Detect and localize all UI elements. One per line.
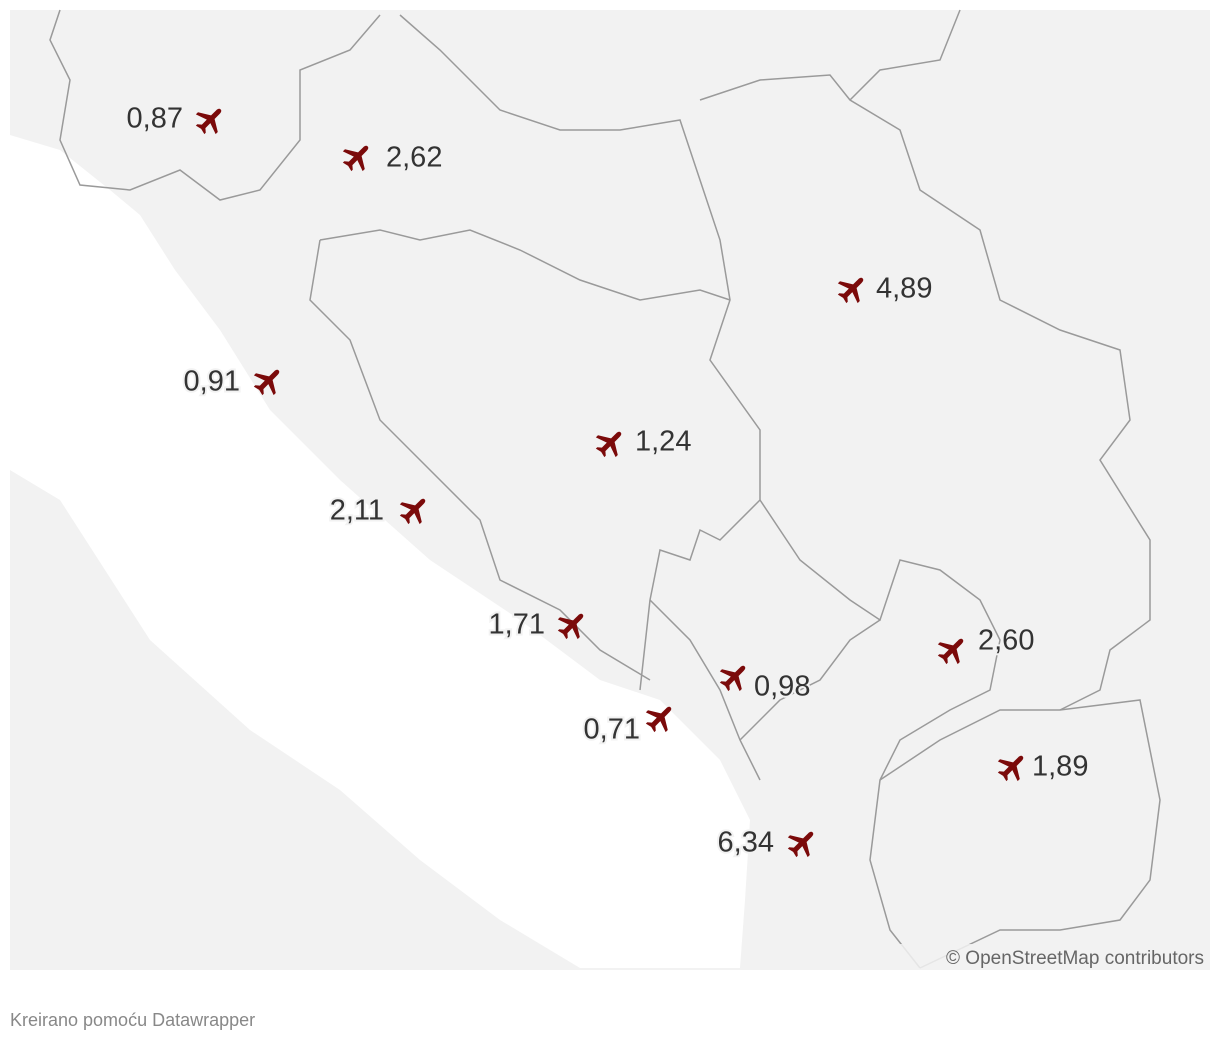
airport-marker: 1,89 [996, 749, 1090, 785]
airport-marker: 2,11 [328, 493, 430, 529]
airport-marker: 0,98 [718, 661, 812, 705]
map: 0,87 2,62 4,89 0,91 1,24 2,11 1,71 2,60 … [10, 9, 1210, 970]
marker-label: 1,89 [1032, 751, 1088, 783]
sea [10, 135, 750, 968]
marker-label: 1,24 [635, 426, 691, 458]
marker-label: 0,91 [184, 366, 240, 398]
airport-marker: 6,34 [716, 825, 818, 861]
marker-label: 2,60 [978, 625, 1034, 657]
marker-label: 2,62 [386, 142, 442, 174]
marker-label: 0,71 [584, 714, 640, 746]
marker-label: 4,89 [876, 273, 932, 305]
marker-label: 2,11 [330, 495, 384, 527]
airport-marker: 4,89 [836, 271, 934, 307]
airport-marker: 1,24 [594, 424, 693, 460]
marker-label: 0,98 [754, 671, 810, 703]
airport-marker: 2,60 [936, 623, 1036, 666]
markers: 0,87 2,62 4,89 0,91 1,24 2,11 1,71 2,60 … [125, 101, 1091, 861]
marker-label: 6,34 [718, 827, 774, 859]
airport-marker: 0,71 [582, 702, 676, 748]
borders [49, 9, 1161, 969]
attribution-bg [898, 944, 1210, 970]
footer[interactable]: Kreirano pomoću Datawrapper [10, 1010, 256, 1030]
marker-label: 1,71 [489, 609, 545, 641]
airport-marker: 0,87 [125, 101, 226, 137]
airport-marker: 0,91 [182, 364, 284, 400]
airport-marker: 1,71 [487, 607, 588, 643]
airport-marker: 2,62 [341, 140, 444, 176]
marker-label: 0,87 [127, 103, 183, 135]
attribution[interactable]: © OpenStreetMap contributors [946, 948, 1204, 969]
